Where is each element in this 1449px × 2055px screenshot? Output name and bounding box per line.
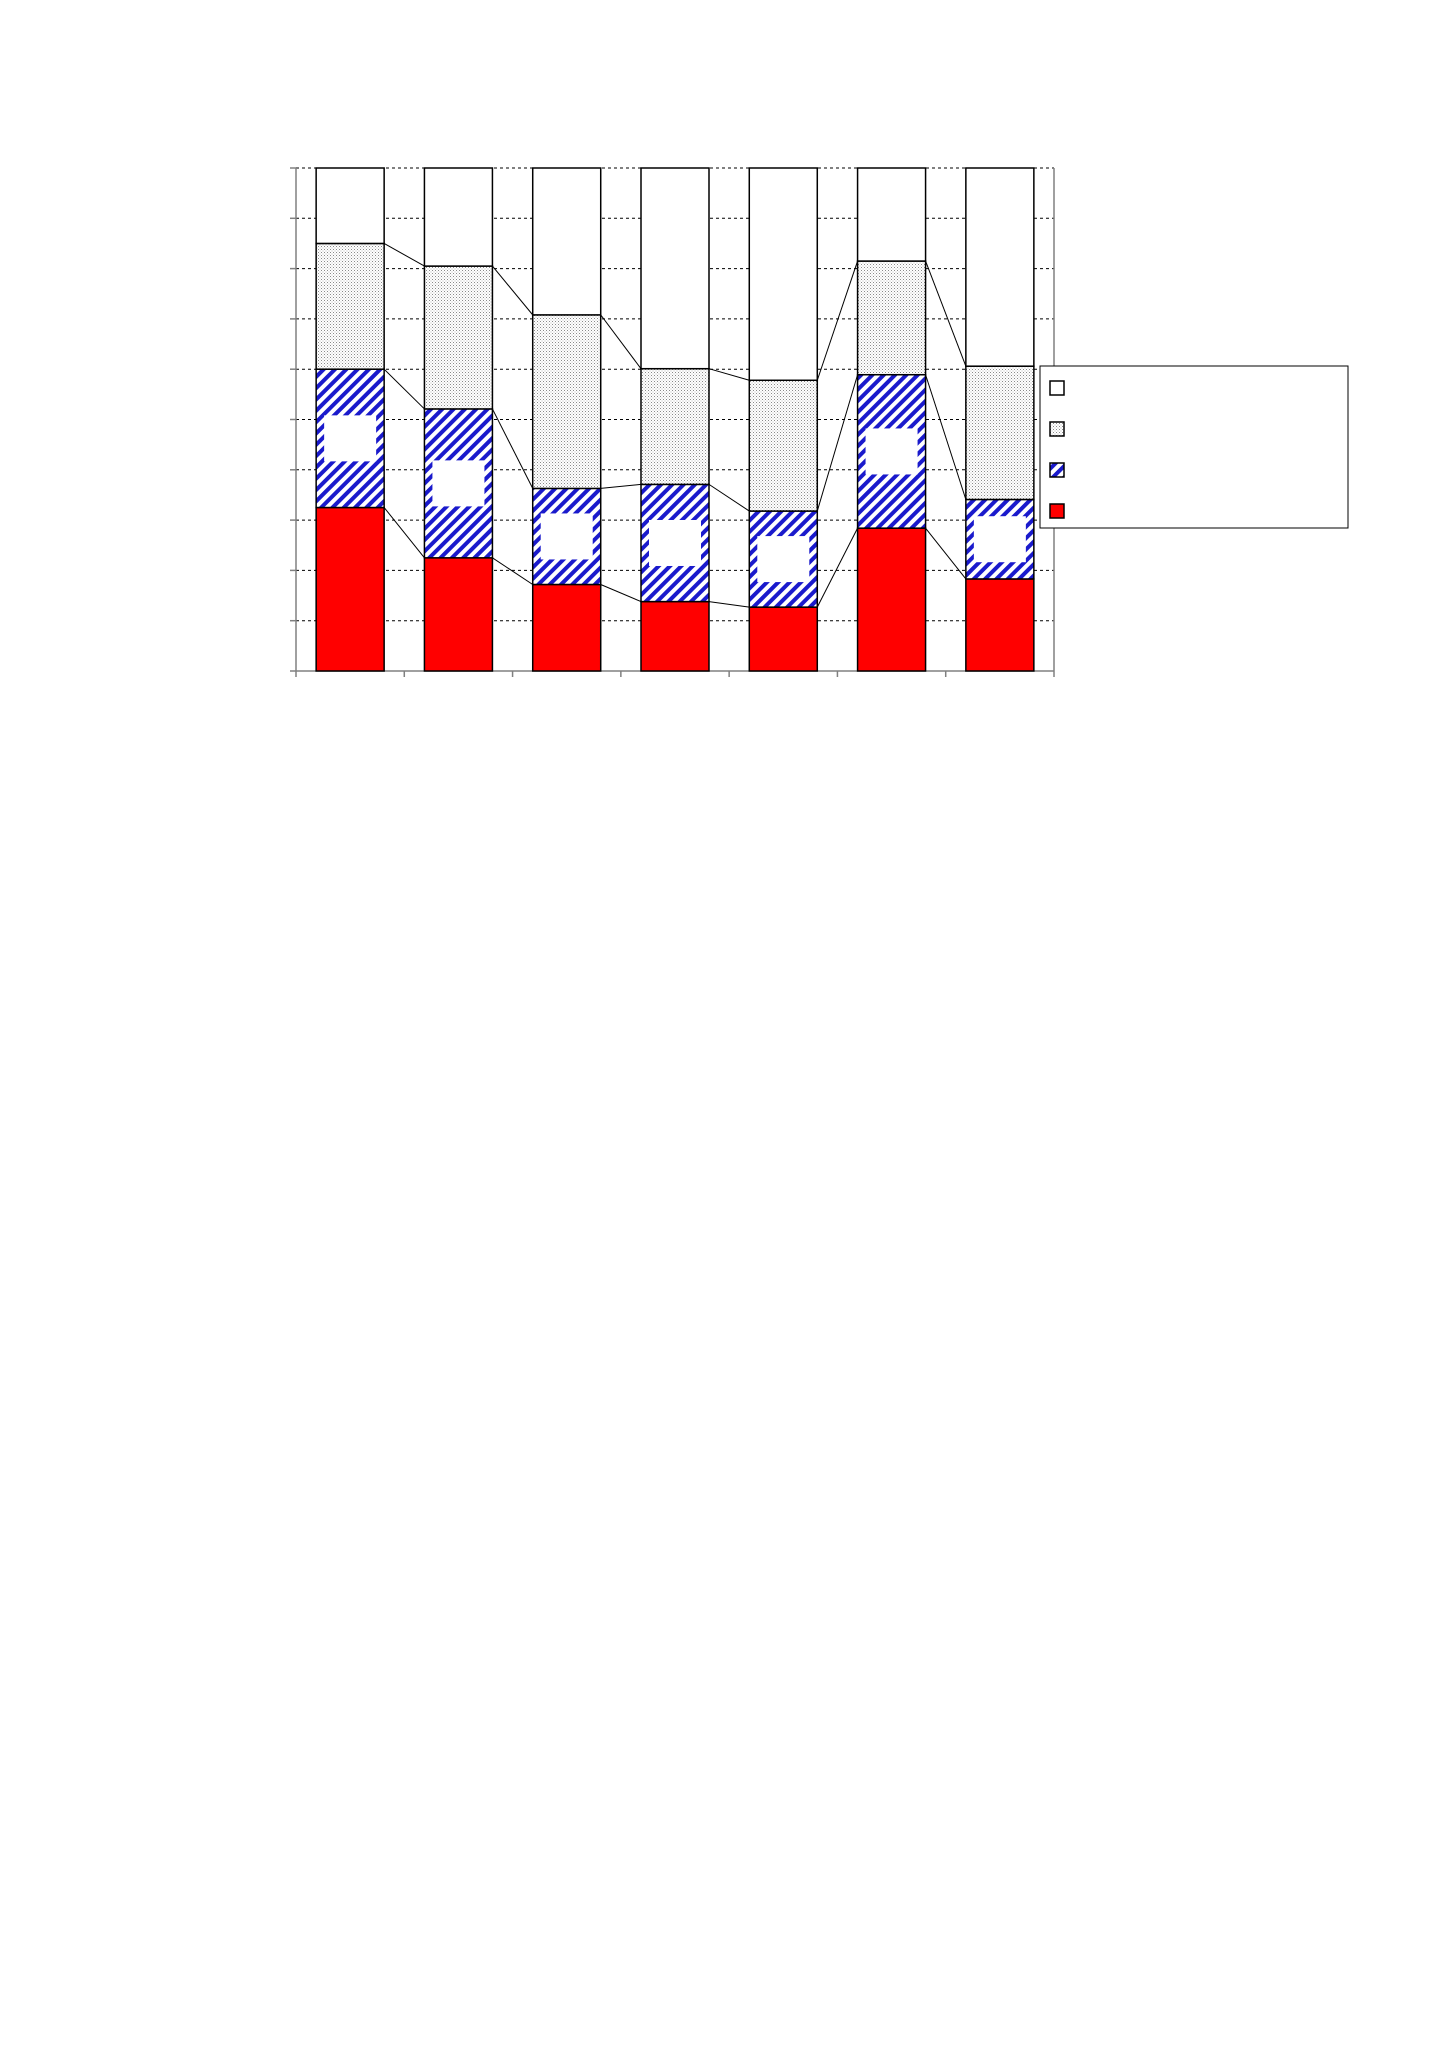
bar-segment <box>315 506 385 672</box>
series-connector-line <box>492 557 533 585</box>
legend-swatch <box>1049 503 1065 519</box>
series-connector-line <box>491 408 534 489</box>
bar-segment <box>315 242 385 370</box>
series-connector-line <box>816 527 859 608</box>
data-label-box <box>324 415 377 462</box>
series-connector-line <box>600 314 642 369</box>
bar-segment <box>748 606 819 672</box>
series-connector-line <box>708 483 750 512</box>
series-connector-line <box>708 601 750 608</box>
bar-segment <box>423 557 494 672</box>
series-connector-line <box>383 507 425 559</box>
data-label-box <box>973 516 1026 563</box>
bar-segment <box>965 578 1035 672</box>
bar-segment <box>856 167 927 262</box>
series-connector-line <box>816 374 859 512</box>
series-connector-line <box>383 368 425 410</box>
bar-segment <box>856 260 927 376</box>
bar-segment <box>531 167 602 316</box>
legend-swatch <box>1049 421 1065 437</box>
data-label-box <box>757 536 810 583</box>
data-label-box <box>865 428 918 475</box>
series-connector-line <box>925 260 967 367</box>
data-labels <box>324 415 1026 583</box>
legend <box>1039 365 1349 529</box>
series-connector-line <box>492 265 534 316</box>
series-connector-line <box>925 374 967 500</box>
series-connector-line <box>816 260 859 381</box>
bar-segment <box>640 167 710 370</box>
connector-lines <box>383 243 967 608</box>
bar-segment <box>315 167 385 245</box>
series-connector-line <box>600 584 642 603</box>
data-label-box <box>540 513 593 560</box>
bar-segment <box>748 379 819 512</box>
series-connector-line <box>600 483 642 489</box>
legend-swatch <box>1049 462 1065 478</box>
bar-segment <box>531 583 602 672</box>
legend-box <box>1039 365 1349 529</box>
bar-segment <box>423 265 494 410</box>
bar-segment <box>748 167 819 382</box>
bar-segment <box>423 167 494 267</box>
series-connector-line <box>383 243 425 267</box>
data-label-box <box>649 519 701 566</box>
bar-segment <box>531 314 602 490</box>
legend-swatch <box>1049 380 1065 396</box>
data-label-box <box>432 460 485 507</box>
bars <box>315 167 1035 672</box>
bar-segment <box>640 600 710 672</box>
bar-segment <box>856 527 927 672</box>
series-connector-line <box>708 368 750 381</box>
bar-segment <box>965 365 1035 501</box>
bar-segment <box>640 367 710 486</box>
series-connector-line <box>925 527 967 580</box>
bar-segment <box>965 167 1035 367</box>
